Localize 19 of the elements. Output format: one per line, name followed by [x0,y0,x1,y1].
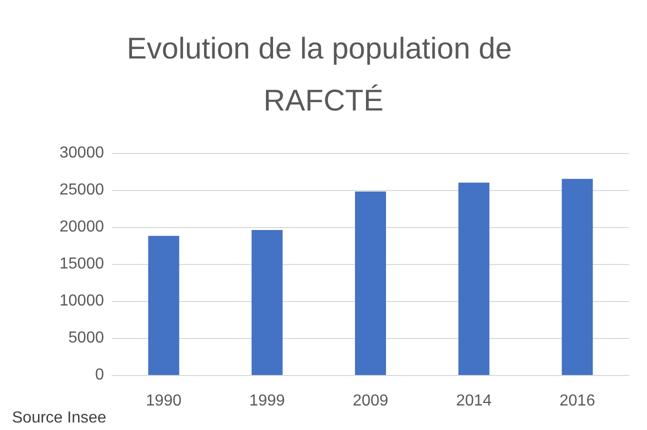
bar [562,178,593,375]
x-tick-label: 1999 [249,392,285,410]
bar [252,230,283,375]
y-tick-label: 15000 [60,256,104,272]
y-tick-label: 0 [95,366,104,384]
bar [458,182,490,375]
x-tick-label: 2016 [560,392,596,410]
bar [148,236,180,375]
x-tick-label: 2014 [456,392,492,410]
x-tick-label: 1990 [146,392,182,410]
bar [354,191,386,375]
y-tick-label: 5000 [68,330,104,346]
y-tick-label: 25000 [60,182,104,198]
x-tick-label: 2009 [352,392,388,410]
chart-title: Evolution de la population de RAFCTÉ [126,32,520,118]
y-tick-label: 30000 [60,144,104,162]
y-tick-label: 20000 [60,218,104,236]
y-tick-label: 10000 [60,292,104,310]
source-note: Source Insee [12,410,106,426]
